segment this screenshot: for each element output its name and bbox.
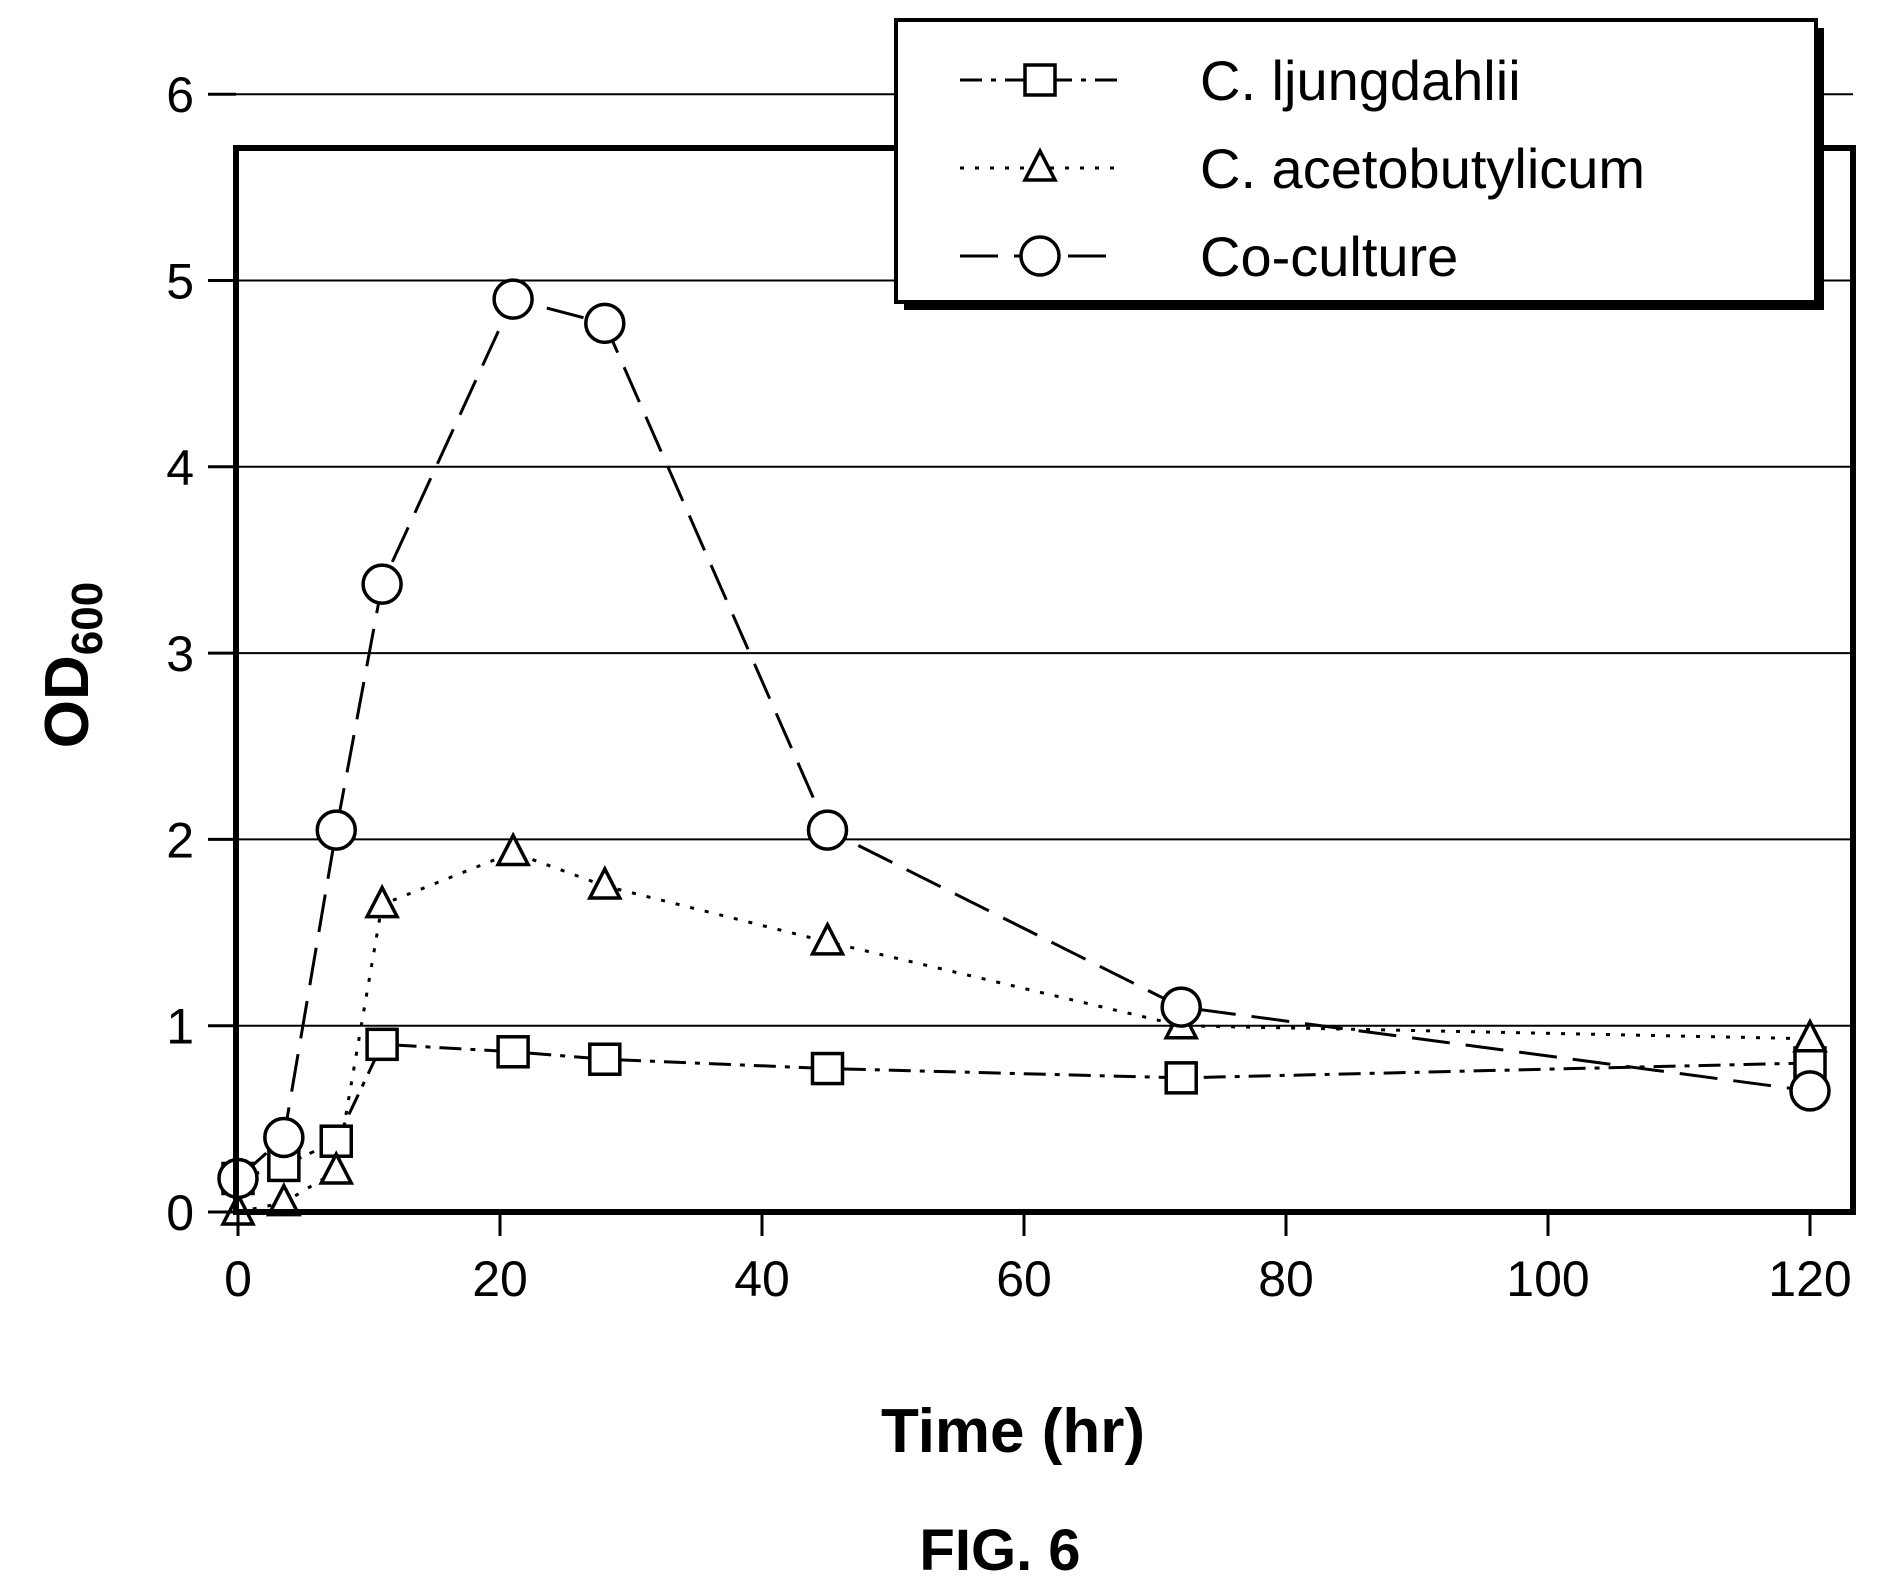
series-line-c-acetobutylicum — [238, 852, 1810, 1212]
y-tick-label-1: 1 — [166, 999, 194, 1055]
legend-label-c-ljungdahlii: C. ljungdahlii — [1200, 49, 1521, 112]
y-axis-title-main: OD — [33, 655, 102, 748]
legend: C. ljungdahlii C. acetobutylicum Co-cultur… — [896, 20, 1824, 310]
y-axis-title-subscript: 600 — [63, 582, 112, 655]
point-co-culture-1 — [265, 1118, 303, 1156]
series-line-c-ljungdahlii — [238, 1044, 1810, 1178]
y-tick-label-5: 5 — [166, 254, 194, 310]
point-co-culture-7 — [1162, 988, 1200, 1026]
figure-label: FIG. 6 — [919, 1518, 1080, 1583]
x-tick-label-20: 20 — [472, 1251, 528, 1307]
series-lines — [238, 299, 1810, 1212]
legend-label-c-acetobutylicum: C. acetobutylicum — [1200, 137, 1645, 200]
series-markers — [219, 280, 1829, 1224]
point-co-culture-4 — [494, 280, 532, 318]
y-tick-label-0: 0 — [166, 1185, 194, 1241]
x-tick-label-100: 100 — [1506, 1251, 1589, 1307]
point-co-culture-6 — [809, 811, 847, 849]
y-tick-label-6: 6 — [166, 67, 194, 123]
series-line-co-culture — [238, 299, 1810, 1178]
point-c-acetobutylicum-6 — [813, 925, 843, 954]
legend-marker-co-culture — [1021, 237, 1059, 275]
x-tick-label-60: 60 — [996, 1251, 1052, 1307]
point-c-ljungdahlii-3 — [367, 1029, 397, 1059]
point-co-culture-2 — [317, 811, 355, 849]
point-c-ljungdahlii-7 — [1166, 1063, 1196, 1093]
point-c-ljungdahlii-4 — [498, 1037, 528, 1067]
point-c-acetobutylicum-2 — [321, 1154, 351, 1183]
y-tick-label-2: 2 — [166, 812, 194, 868]
x-tick-label-40: 40 — [734, 1251, 790, 1307]
point-c-ljungdahlii-6 — [813, 1054, 843, 1084]
x-tick-label-0: 0 — [224, 1251, 252, 1307]
point-c-ljungdahlii-5 — [590, 1044, 620, 1074]
point-c-acetobutylicum-3 — [367, 888, 397, 917]
legend-marker-c-ljungdahlii — [1025, 65, 1055, 95]
x-axis-title: Time (hr) — [881, 1397, 1145, 1466]
x-tick-label-80: 80 — [1258, 1251, 1314, 1307]
y-tick-label-4: 4 — [166, 440, 194, 496]
legend-label-co-culture: Co-culture — [1200, 225, 1458, 288]
point-c-acetobutylicum-5 — [590, 869, 620, 898]
point-co-culture-8 — [1791, 1072, 1829, 1110]
y-axis-title: OD600 — [33, 582, 112, 748]
point-co-culture-5 — [586, 304, 624, 342]
y-tick-label-3: 3 — [166, 626, 194, 682]
point-co-culture-3 — [363, 565, 401, 603]
x-tick-label-120: 120 — [1768, 1251, 1851, 1307]
